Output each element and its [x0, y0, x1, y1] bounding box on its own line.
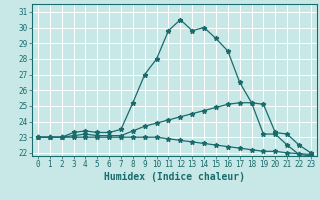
- X-axis label: Humidex (Indice chaleur): Humidex (Indice chaleur): [104, 172, 245, 182]
